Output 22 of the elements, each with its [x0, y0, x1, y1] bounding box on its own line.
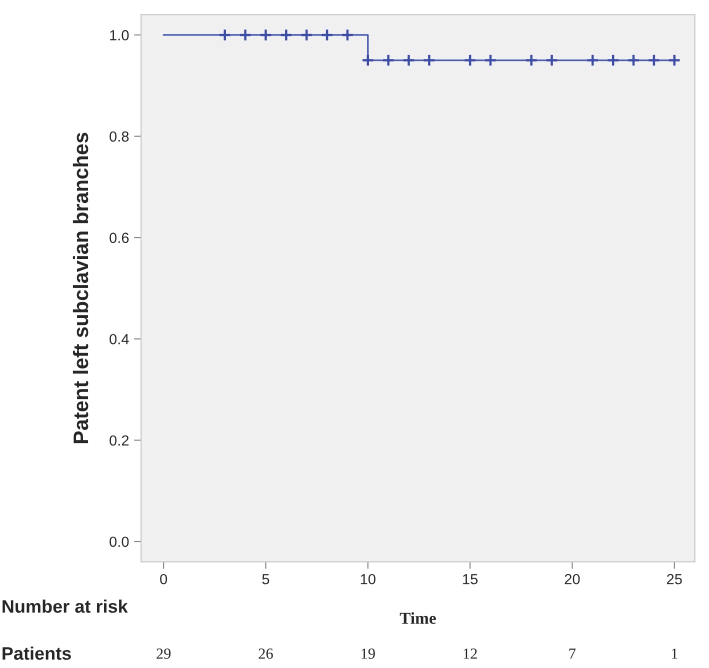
y-tick-label: 1.0: [110, 30, 129, 40]
x-tick-label: 20: [564, 574, 580, 584]
x-tick-label: 10: [360, 574, 376, 584]
text: 1: [672, 648, 678, 659]
y-axis-title: Patent left subclavian branches: [72, 132, 88, 444]
y-tick-label: 0.2: [110, 435, 129, 446]
x-tick-label: 15: [463, 574, 478, 584]
y-tick-label: 0.0: [110, 536, 129, 547]
text: 29: [156, 648, 171, 659]
text: 19: [362, 648, 375, 659]
y-tick-label: 0.6: [110, 232, 129, 244]
y-tick-label: 0.8: [110, 131, 129, 142]
x-tick-label: 25: [667, 574, 682, 584]
text: Number at risk: [2, 600, 128, 613]
text: Patients: [2, 646, 71, 660]
text: 26: [258, 648, 273, 659]
y-tick-label: 0.4: [110, 334, 129, 344]
x-tick-label: 0: [160, 574, 168, 584]
x-tick-label: 5: [262, 574, 270, 584]
x-axis-title: Time: [400, 612, 436, 624]
text: 7: [569, 648, 576, 659]
text: 12: [464, 648, 477, 659]
